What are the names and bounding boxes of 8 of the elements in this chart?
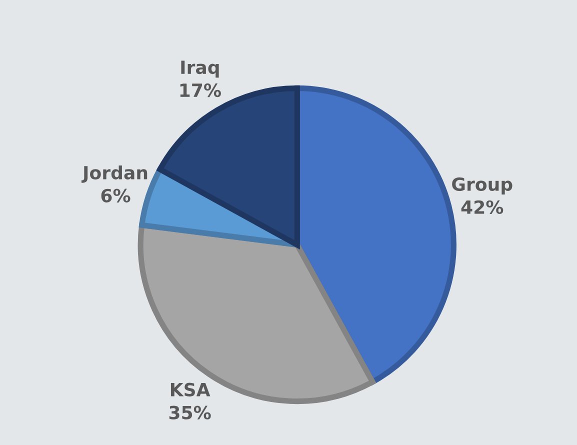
slice-label: KSA	[170, 382, 210, 396]
slice-label: Jordan	[82, 166, 148, 183]
slice-label: Group	[452, 177, 512, 195]
data-label: 42%	[461, 200, 504, 214]
data-label: 35%	[169, 406, 211, 420]
slice-label: Iraq	[181, 60, 219, 78]
data-label: 6%	[101, 188, 130, 202]
data-label: 17%	[180, 83, 221, 98]
